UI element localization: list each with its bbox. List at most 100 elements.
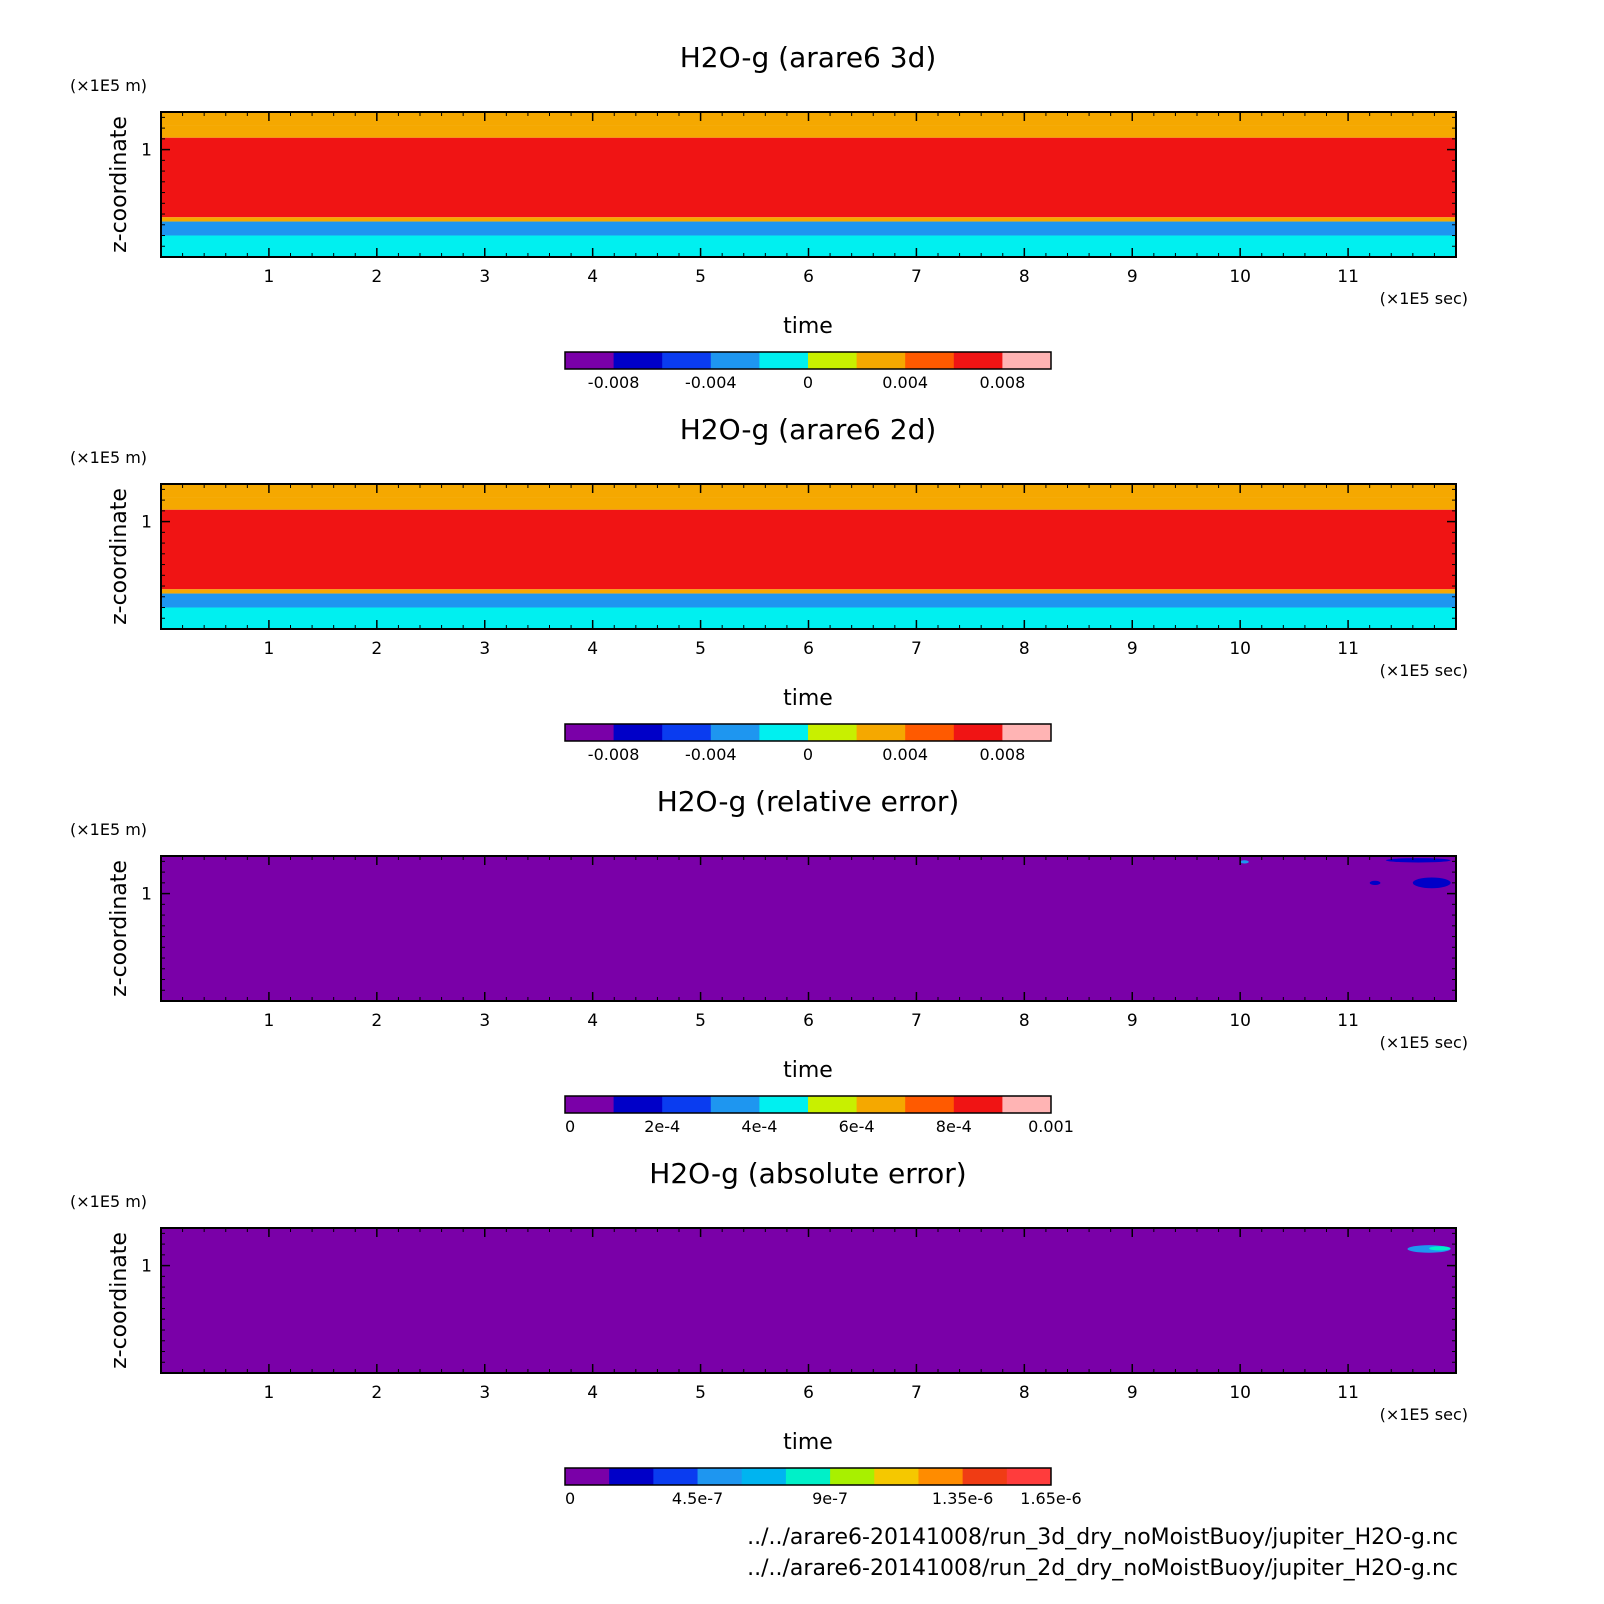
colorbar-swatch-9 [953, 724, 1003, 741]
heatmap-band-4 [161, 589, 1456, 594]
colorbar-tick-label: 9e-7 [812, 1489, 848, 1508]
y-axis-label: z-coordinate [107, 860, 132, 997]
heatmap-field [161, 112, 1456, 257]
x-tick-label: 8 [1019, 639, 1030, 659]
colorbar-tick-label: 0.008 [979, 373, 1025, 392]
colorbar-swatch-2 [613, 352, 663, 369]
heatmap-band-2 [161, 125, 1456, 138]
colorbar-frame [564, 1467, 1052, 1486]
chart-panel-1: H2O-g (arare6 3d) (×1E5 m) z-coordinate 1 2 3… [70, 41, 1468, 392]
x-tick-label: 8 [1019, 1011, 1030, 1031]
x-tick-label: 5 [695, 1383, 706, 1403]
colorbar-swatch-3 [662, 352, 712, 369]
colorbar-swatch-1 [565, 1468, 610, 1485]
colorbar-swatch-3 [653, 1468, 699, 1485]
y-unit-label: (×1E5 m) [70, 448, 147, 467]
x-tick-label: 1 [264, 267, 275, 287]
x-tick-label: 7 [911, 639, 922, 659]
colorbar-tick-label: 0 [565, 1117, 575, 1136]
heatmap-feature-3 [1412, 877, 1451, 889]
x-unit-label: (×1E5 sec) [1380, 661, 1468, 680]
x-tick-label: 4 [587, 267, 598, 287]
colorbar: 0 2e-4 4e-4 6e-4 8e-4 0.001 [564, 1095, 1074, 1136]
x-tick-label: 10 [1229, 639, 1251, 659]
heatmap-feature-4 [1277, 1241, 1289, 1247]
heatmap-field [161, 484, 1456, 629]
colorbar-swatch-7 [856, 352, 906, 369]
x-tick-label: 7 [911, 1011, 922, 1031]
x-tick-label: 6 [803, 639, 814, 659]
colorbar-swatch-4 [710, 352, 760, 369]
colorbar-tick-label: 0.004 [882, 373, 928, 392]
x-tick-label: 1 [264, 1383, 275, 1403]
colorbar-swatch-1 [565, 724, 615, 741]
x-axis-label: time [783, 686, 833, 711]
x-tick-label: 8 [1019, 1383, 1030, 1403]
x-axis-label: time [783, 1430, 833, 1455]
x-tick-label: 3 [479, 1011, 490, 1031]
colorbar-swatch-5 [759, 352, 809, 369]
y-unit-label: (×1E5 m) [70, 76, 147, 95]
x-unit-label: (×1E5 sec) [1380, 289, 1468, 308]
colorbar-swatch-2 [613, 1096, 663, 1113]
y-tick-label: 1 [141, 141, 152, 161]
colorbar-tick-label: -0.004 [685, 373, 737, 392]
y-axis-label: z-coordinate [107, 488, 132, 625]
colorbar-tick-label: -0.004 [685, 745, 737, 764]
x-tick-label: 11 [1337, 639, 1359, 659]
colorbar-swatch-8 [905, 352, 955, 369]
chart-title: H2O-g (arare6 2d) [680, 413, 937, 446]
x-tick-label: 11 [1337, 1383, 1359, 1403]
colorbar-swatch-9 [953, 1096, 1003, 1113]
heatmap-band-1 [161, 1228, 1456, 1373]
colorbar-tick-label: 0.001 [1028, 1117, 1074, 1136]
colorbar-swatch-10 [1002, 352, 1052, 369]
colorbar-swatch-6 [808, 352, 858, 369]
y-axis-label: z-coordinate [107, 1232, 132, 1369]
colorbar-swatch-3 [662, 1096, 712, 1113]
x-tick-label: 2 [371, 639, 382, 659]
chart-title: H2O-g (relative error) [657, 785, 960, 818]
colorbar-swatch-10 [962, 1468, 1008, 1485]
heatmap-band-2 [161, 497, 1456, 510]
colorbar: -0.008 -0.004 0 0.004 0.008 [564, 723, 1052, 764]
colorbar-swatch-2 [613, 724, 663, 741]
x-tick-label: 7 [911, 267, 922, 287]
colorbar-swatch-5 [759, 724, 809, 741]
heatmap-band-3 [161, 137, 1456, 218]
x-unit-label: (×1E5 sec) [1380, 1405, 1468, 1424]
chart-title: H2O-g (absolute error) [649, 1157, 966, 1190]
x-tick-label: 1 [264, 639, 275, 659]
colorbar-tick-label: 0.004 [882, 745, 928, 764]
colorbar-swatch-1 [565, 352, 615, 369]
y-tick-label: 1 [141, 1257, 152, 1277]
x-tick-label: 2 [371, 1383, 382, 1403]
colorbar-tick-label: 1.65e-6 [1020, 1489, 1081, 1508]
x-tick-label: 10 [1229, 267, 1251, 287]
colorbar-swatch-4 [697, 1468, 743, 1485]
x-tick-label: 2 [371, 267, 382, 287]
x-tick-label: 10 [1229, 1383, 1251, 1403]
colorbar-frame [564, 723, 1052, 742]
heatmap-band-3 [161, 509, 1456, 590]
heatmap-feature-3 [1429, 1246, 1451, 1251]
x-tick-label: 9 [1127, 267, 1138, 287]
heatmap-band-1 [161, 856, 1456, 1001]
y-tick-label: 1 [141, 513, 152, 533]
heatmap-field [161, 856, 1456, 1001]
heatmap-feature-4 [1240, 860, 1249, 864]
colorbar-tick-label: -0.008 [588, 745, 640, 764]
heatmap-band-4 [161, 217, 1456, 222]
colorbar-swatch-4 [710, 1096, 760, 1113]
y-axis-label: z-coordinate [107, 116, 132, 253]
colorbar-tick-label: 4.5e-7 [672, 1489, 723, 1508]
heatmap-feature-2 [1369, 880, 1381, 886]
colorbar-frame [564, 351, 1052, 370]
x-tick-label: 3 [479, 1383, 490, 1403]
colorbar-swatch-7 [856, 1096, 906, 1113]
x-tick-label: 1 [264, 1011, 275, 1031]
x-tick-label: 4 [587, 639, 598, 659]
colorbar-tick-label: -0.008 [588, 373, 640, 392]
colorbar-swatch-4 [710, 724, 760, 741]
x-tick-label: 3 [479, 267, 490, 287]
